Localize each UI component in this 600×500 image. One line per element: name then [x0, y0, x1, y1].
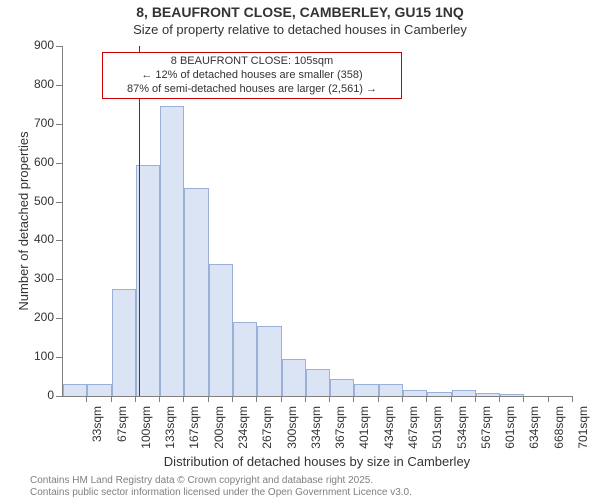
histogram-bar: [87, 384, 111, 396]
x-tick: [402, 396, 403, 402]
callout-box: 8 BEAUFRONT CLOSE: 105sqm← 12% of detach…: [102, 52, 402, 99]
x-tick: [256, 396, 257, 402]
x-tick-label: 267sqm: [260, 406, 274, 456]
histogram-bar: [500, 394, 524, 396]
x-tick-label: 701sqm: [576, 406, 590, 456]
x-axis-label: Distribution of detached houses by size …: [62, 454, 572, 469]
histogram-bar: [379, 384, 403, 396]
histogram-bar: [184, 188, 208, 396]
y-tick-label: 800: [20, 77, 54, 91]
x-tick: [451, 396, 452, 402]
y-tick: [56, 85, 62, 86]
y-tick: [56, 318, 62, 319]
x-tick: [329, 396, 330, 402]
x-tick-label: 334sqm: [309, 406, 323, 456]
x-tick: [378, 396, 379, 402]
x-tick: [499, 396, 500, 402]
x-tick-label: 67sqm: [115, 406, 129, 456]
x-tick-label: 634sqm: [527, 406, 541, 456]
x-tick: [208, 396, 209, 402]
y-tick: [56, 396, 62, 397]
y-tick-label: 500: [20, 194, 54, 208]
histogram-bar: [330, 379, 354, 397]
x-tick-label: 534sqm: [455, 406, 469, 456]
y-tick-label: 200: [20, 310, 54, 324]
histogram-bar: [476, 393, 500, 396]
y-tick: [56, 163, 62, 164]
x-tick-label: 100sqm: [139, 406, 153, 456]
x-tick-label: 434sqm: [382, 406, 396, 456]
x-tick-label: 467sqm: [406, 406, 420, 456]
y-tick: [56, 279, 62, 280]
y-tick: [56, 240, 62, 241]
y-tick-label: 300: [20, 271, 54, 285]
histogram-bar: [112, 289, 136, 396]
callout-line: 87% of semi-detached houses are larger (…: [107, 83, 397, 97]
y-tick-label: 600: [20, 155, 54, 169]
histogram-bar: [63, 384, 87, 396]
page-subtitle: Size of property relative to detached ho…: [0, 22, 600, 37]
page-title: 8, BEAUFRONT CLOSE, CAMBERLEY, GU15 1NQ: [0, 4, 600, 20]
x-tick-label: 234sqm: [236, 406, 250, 456]
x-tick: [159, 396, 160, 402]
x-tick: [86, 396, 87, 402]
y-tick-label: 400: [20, 232, 54, 246]
x-tick: [305, 396, 306, 402]
y-tick-label: 900: [20, 38, 54, 52]
histogram-bar: [257, 326, 281, 396]
histogram-bar: [354, 384, 378, 396]
x-tick: [232, 396, 233, 402]
histogram-bar: [403, 390, 427, 396]
x-tick: [426, 396, 427, 402]
x-tick: [111, 396, 112, 402]
x-tick: [548, 396, 549, 402]
y-tick: [56, 202, 62, 203]
x-tick-label: 601sqm: [503, 406, 517, 456]
y-tick: [56, 357, 62, 358]
x-tick-label: 501sqm: [430, 406, 444, 456]
histogram-bar: [306, 369, 330, 396]
y-axis-label: Number of detached properties: [16, 46, 31, 396]
y-tick-label: 700: [20, 116, 54, 130]
attribution-line-1: Contains HM Land Registry data © Crown c…: [30, 475, 373, 486]
histogram-bar: [282, 359, 306, 396]
x-tick-label: 33sqm: [90, 406, 104, 456]
x-tick: [523, 396, 524, 402]
histogram-bar: [427, 392, 451, 396]
y-tick-label: 100: [20, 349, 54, 363]
callout-line: ← 12% of detached houses are smaller (35…: [107, 69, 397, 83]
x-tick-label: 200sqm: [212, 406, 226, 456]
x-tick-label: 367sqm: [333, 406, 347, 456]
histogram-bar: [452, 390, 476, 396]
histogram-bar: [209, 264, 233, 396]
histogram-bar: [160, 106, 184, 396]
y-tick: [56, 124, 62, 125]
x-tick: [572, 396, 573, 402]
x-tick: [475, 396, 476, 402]
x-tick: [135, 396, 136, 402]
attribution-line-2: Contains public sector information licen…: [30, 487, 412, 498]
x-tick: [353, 396, 354, 402]
x-tick-label: 300sqm: [285, 406, 299, 456]
y-tick: [56, 46, 62, 47]
x-tick: [281, 396, 282, 402]
x-tick-label: 668sqm: [552, 406, 566, 456]
y-tick-label: 0: [20, 388, 54, 402]
callout-line: 8 BEAUFRONT CLOSE: 105sqm: [107, 55, 397, 69]
histogram-bar: [233, 322, 257, 396]
x-tick: [183, 396, 184, 402]
x-tick-label: 567sqm: [479, 406, 493, 456]
x-tick-label: 401sqm: [357, 406, 371, 456]
x-tick-label: 133sqm: [163, 406, 177, 456]
x-tick-label: 167sqm: [187, 406, 201, 456]
